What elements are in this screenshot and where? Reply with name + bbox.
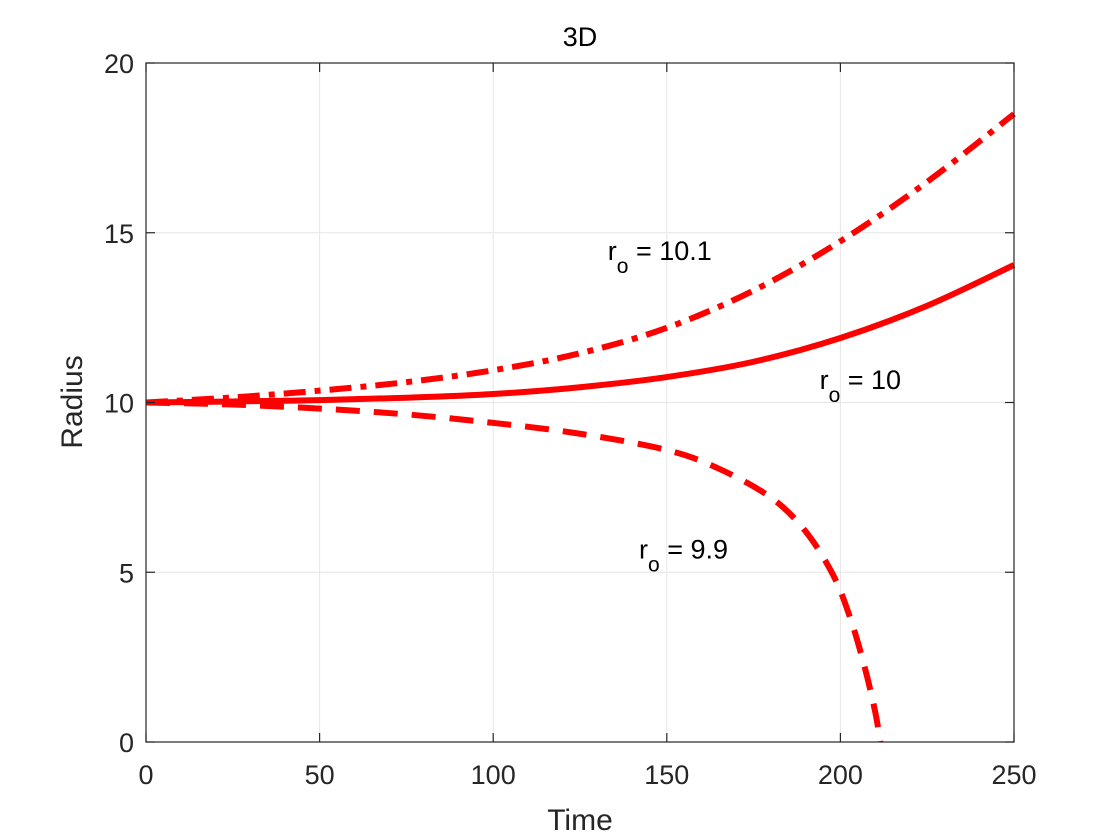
x-tick-label: 50 (305, 760, 335, 790)
y-tick-label: 10 (104, 389, 134, 419)
y-axis-label: Radius (56, 355, 89, 448)
annotation-base: r (639, 535, 648, 565)
x-axis-label: Time (547, 804, 613, 837)
x-tick-label: 250 (991, 760, 1036, 790)
series-line-solid (145, 262, 1016, 406)
annotation-subscript: o (829, 384, 841, 407)
series-line-dashed (145, 399, 884, 743)
series-lines (145, 111, 1016, 743)
annotation-subscript: o (648, 554, 660, 577)
series-annotation: ro = 10 (820, 365, 902, 407)
annotation-base: r (608, 236, 617, 266)
series-annotation: ro = 10.1 (608, 236, 712, 278)
annotation-subscript: o (617, 255, 629, 278)
x-tick-label: 150 (644, 760, 689, 790)
x-tick-label: 0 (138, 760, 153, 790)
y-tick-label: 0 (119, 728, 134, 758)
series-line-dashdot (145, 111, 1016, 406)
annotation-value: = 10 (840, 365, 901, 395)
y-tick-label: 5 (119, 558, 134, 588)
annotation-value: = 9.9 (660, 535, 728, 565)
y-tick-label: 15 (104, 219, 134, 249)
annotation-base: r (820, 365, 829, 395)
ticks: 0 50 100 150 200 250 0 5 10 15 20 (104, 49, 1037, 790)
annotation-value: = 10.1 (628, 236, 711, 266)
x-tick-label: 100 (471, 760, 516, 790)
series-annotation: ro = 9.9 (639, 535, 728, 577)
chart-title: 3D (563, 22, 598, 52)
y-tick-label: 20 (104, 49, 134, 79)
x-tick-label: 200 (818, 760, 863, 790)
